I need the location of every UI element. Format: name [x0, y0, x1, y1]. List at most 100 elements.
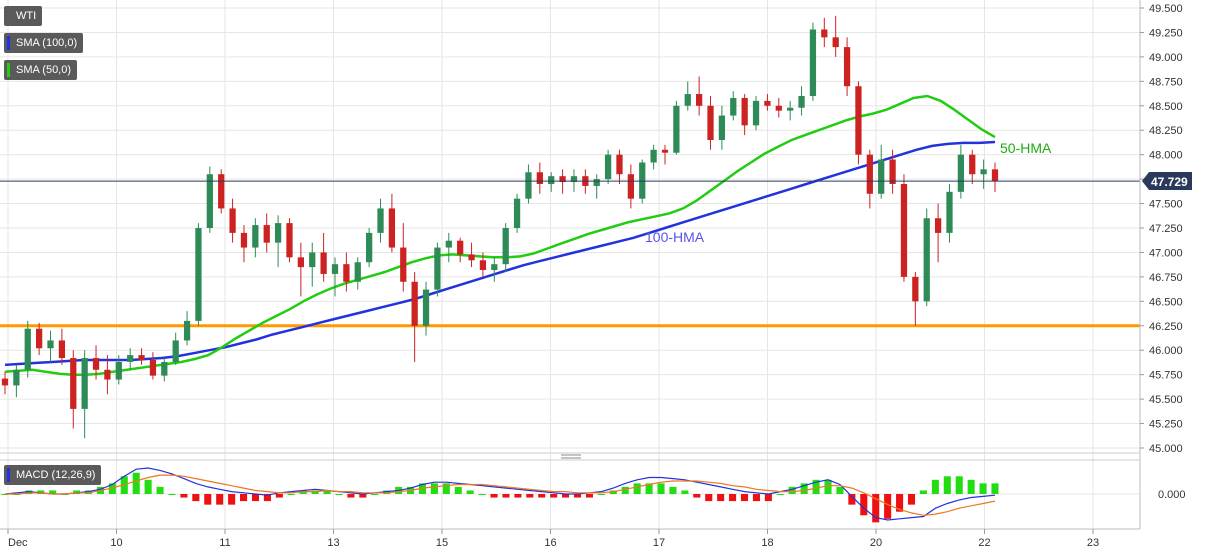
price-axis: 49.500 49.250 49.000 48.750 48.500 48.250 48.0… — [1140, 3, 1183, 455]
candle — [843, 37, 851, 96]
candle — [832, 15, 839, 57]
candle — [718, 105, 726, 150]
candle — [229, 198, 236, 243]
sma50-swatch — [7, 63, 10, 77]
macd-swatch — [7, 468, 10, 482]
candle-body — [263, 225, 270, 243]
time-tick-label: 17 — [653, 537, 665, 549]
candle — [240, 225, 248, 263]
macd-histogram-bar — [848, 494, 856, 505]
candle — [707, 96, 714, 150]
candle-body — [604, 154, 612, 180]
candle-body — [639, 162, 646, 199]
macd-histogram-bar — [657, 483, 665, 494]
candle-body — [798, 96, 805, 108]
instrument-label[interactable]: WTI — [4, 6, 43, 26]
candle-body — [434, 247, 441, 290]
candle-body — [388, 208, 396, 248]
macd-line — [4, 467, 996, 521]
candle — [377, 198, 384, 243]
macd-histogram-bar — [144, 479, 152, 494]
candle-body — [593, 179, 600, 186]
macd-histogram-bar — [526, 494, 534, 498]
candle-body — [457, 240, 464, 255]
price-tick-label: 45.000 — [1149, 443, 1183, 455]
macd-histogram-bar — [776, 494, 784, 495]
candle — [855, 81, 862, 165]
candle — [934, 203, 942, 263]
price-tick-label: 46.750 — [1149, 272, 1183, 284]
candle — [809, 22, 817, 101]
macd-legend[interactable]: MACD (12,26,9) — [4, 465, 102, 485]
candle-body — [206, 174, 213, 228]
pane-resize-handle[interactable] — [561, 454, 581, 459]
candle — [36, 322, 43, 356]
candle — [92, 345, 100, 380]
macd-histogram-bar — [812, 479, 820, 494]
price-tick-label: 45.500 — [1149, 394, 1183, 406]
price-tick-label: 46.250 — [1149, 321, 1183, 333]
candle — [445, 232, 452, 263]
macd-histogram-bar — [251, 494, 260, 502]
candle — [434, 242, 441, 297]
candle-body — [195, 228, 202, 321]
candle-body — [138, 355, 145, 360]
candle — [183, 311, 191, 346]
current-price-tag: 47.729 — [1142, 172, 1192, 190]
candle-body — [707, 105, 714, 140]
candle — [297, 242, 304, 297]
candle-body — [115, 361, 122, 380]
candle — [650, 144, 657, 170]
candle — [457, 237, 464, 263]
candle-body — [559, 176, 566, 183]
candle-body — [764, 100, 771, 106]
macd-histogram-bar — [478, 494, 486, 495]
candle-body — [343, 264, 350, 282]
macd-histogram-bar — [323, 490, 331, 494]
macd-histogram-bar — [371, 494, 379, 495]
macd-histogram-bar — [359, 494, 367, 498]
macd-histogram-bar — [669, 486, 677, 494]
sma100-legend[interactable]: SMA (100,0) — [4, 33, 84, 53]
macd-zero-label: 0.000 — [1158, 489, 1186, 501]
candle — [491, 257, 498, 282]
candle — [104, 355, 111, 395]
macd-histogram-bar — [204, 494, 212, 505]
candle-body — [923, 218, 930, 302]
price-gridlines — [0, 0, 1140, 529]
macd-histogram — [1, 472, 999, 523]
price-tick-label: 48.500 — [1149, 101, 1183, 113]
candle — [206, 166, 213, 233]
candle-body — [832, 37, 839, 48]
macd-histogram-bar — [550, 494, 558, 498]
sma50-legend[interactable]: SMA (50,0) — [4, 60, 78, 80]
candle — [923, 208, 930, 307]
price-tick-label: 45.250 — [1149, 419, 1183, 431]
macd-histogram-bar — [681, 490, 689, 494]
macd-histogram-bar — [442, 483, 450, 494]
candle — [969, 149, 976, 184]
macd-histogram-bar — [514, 494, 522, 498]
candle-body — [980, 169, 987, 175]
price-tick-label: 47.500 — [1149, 199, 1183, 211]
macd-histogram-bar — [717, 494, 725, 502]
time-tick-label: 15 — [436, 537, 448, 549]
candle — [502, 223, 509, 272]
price-tick-label: 49.250 — [1149, 27, 1183, 39]
time-tick-label: 18 — [761, 537, 773, 549]
candle-body — [900, 184, 908, 277]
candle — [627, 164, 634, 209]
candle-body — [650, 149, 657, 163]
candle — [752, 96, 760, 131]
price-tick-label: 46.000 — [1149, 345, 1183, 357]
candle — [138, 348, 145, 365]
candle-body — [502, 228, 509, 265]
price-tick-label: 45.750 — [1149, 370, 1183, 382]
sma50-line — [4, 94, 996, 376]
macd-histogram-bar — [299, 490, 307, 494]
candle — [58, 328, 66, 365]
macd-histogram-bar — [788, 486, 796, 494]
macd-histogram-bar — [240, 494, 248, 502]
time-tick-label: 10 — [110, 537, 122, 549]
macd-histogram-bar — [263, 494, 271, 502]
